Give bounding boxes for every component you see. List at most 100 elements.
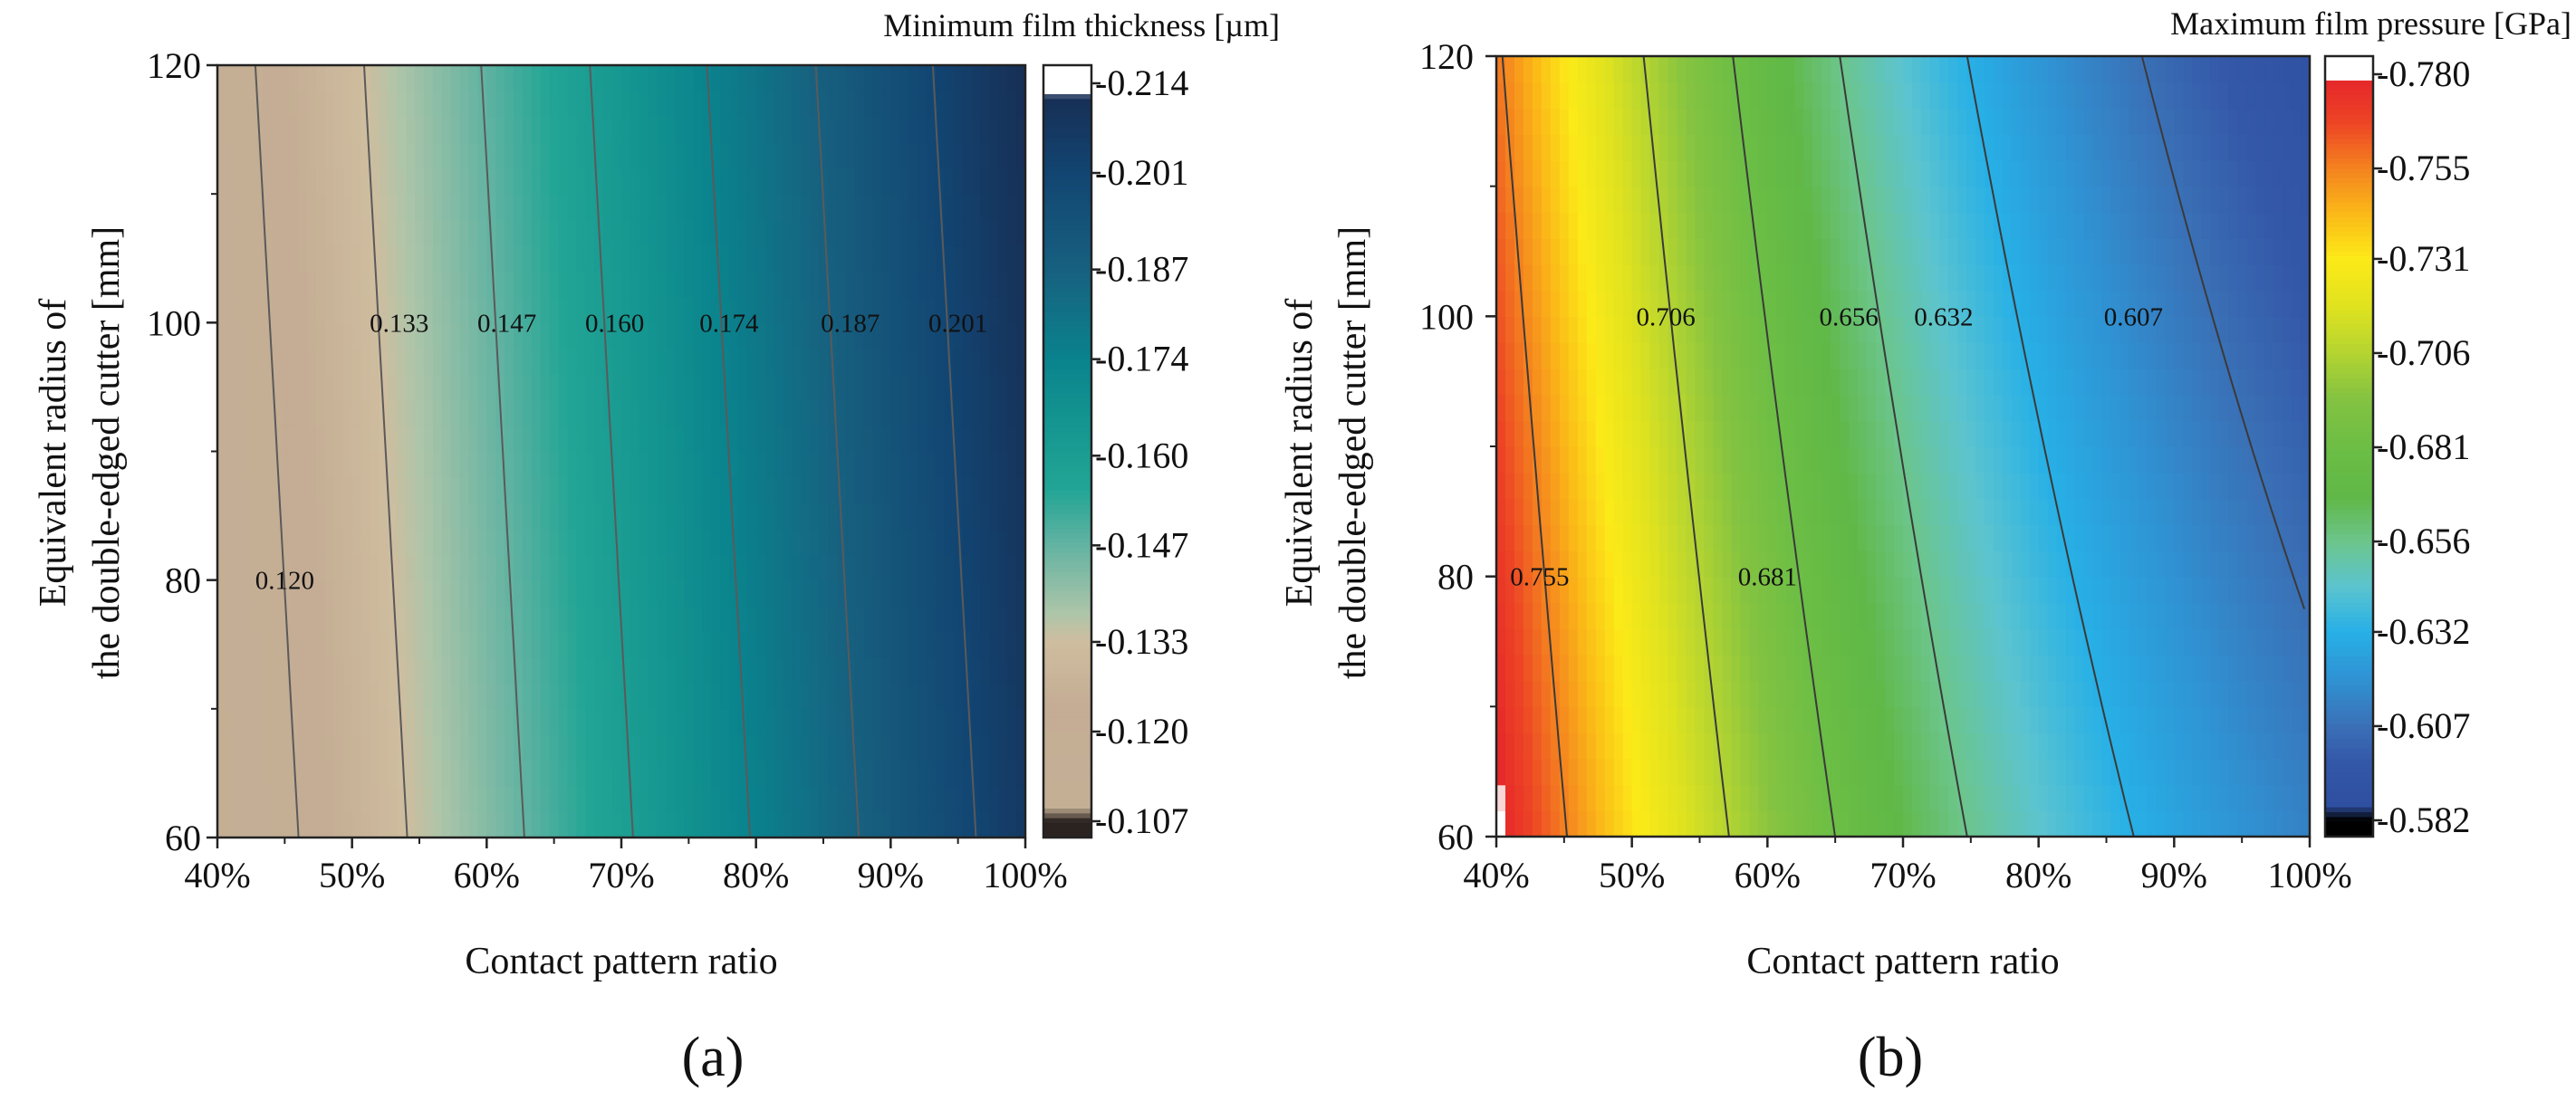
field-cell — [1858, 134, 1868, 161]
field-cell — [881, 656, 892, 685]
field-cell — [1604, 316, 1615, 343]
field-cell — [379, 786, 389, 813]
field-cell — [1975, 680, 1985, 708]
field-cell — [1758, 108, 1769, 135]
field-cell — [819, 760, 829, 787]
field-cell — [1541, 446, 1552, 474]
field-cell — [971, 322, 982, 349]
field-cell — [657, 426, 668, 453]
field-cell — [1929, 524, 1940, 551]
field-cell — [1812, 524, 1822, 551]
field-cell — [1956, 654, 1967, 682]
field-cell — [1016, 476, 1025, 504]
field-cell — [1867, 134, 1877, 161]
field-cell — [2011, 212, 2022, 239]
field-cell — [432, 503, 443, 530]
field-cell — [441, 528, 452, 556]
field-cell — [1631, 602, 1642, 629]
field-cell — [2110, 758, 2121, 786]
field-cell — [262, 528, 273, 556]
field-cell — [648, 374, 658, 401]
field-cell — [666, 786, 677, 813]
field-cell — [2020, 810, 2031, 837]
field-cell — [1849, 810, 1859, 837]
field-cell — [881, 451, 892, 478]
field-cell — [423, 91, 434, 118]
field-cell — [1966, 263, 1976, 292]
field-cell — [1840, 602, 1850, 629]
field-cell — [1920, 263, 1931, 292]
field-cell — [1776, 784, 1787, 812]
field-cell — [2101, 524, 2112, 551]
field-cell — [702, 503, 712, 530]
field-cell — [1595, 810, 1606, 837]
field-cell — [872, 168, 883, 195]
field-cell — [289, 194, 299, 221]
field-cell — [1586, 108, 1597, 135]
field-cell — [1920, 498, 1931, 525]
field-cell — [1577, 394, 1588, 422]
field-cell — [872, 399, 883, 426]
field-cell — [594, 528, 604, 556]
colorbar-band — [1043, 393, 1091, 399]
field-cell — [342, 399, 353, 426]
field-cell — [1713, 263, 1724, 292]
field-cell — [1867, 680, 1877, 708]
field-cell — [307, 271, 317, 298]
field-cell — [235, 683, 245, 710]
field-cell — [827, 451, 838, 478]
field-cell — [737, 606, 748, 633]
field-cell — [217, 579, 227, 607]
field-cell — [1975, 108, 1985, 135]
field-cell — [648, 734, 658, 761]
field-cell — [316, 503, 326, 530]
field-cell — [1858, 186, 1868, 214]
field-cell — [1550, 81, 1561, 110]
field-cell — [737, 656, 748, 685]
field-cell — [1677, 680, 1687, 708]
field-cell — [1840, 420, 1850, 447]
field-cell — [379, 656, 389, 685]
field-cell — [2002, 342, 2013, 369]
field-cell — [244, 296, 255, 324]
field-cell — [342, 554, 353, 581]
field-cell — [1929, 602, 1940, 629]
field-cell — [324, 606, 335, 633]
field-cell — [1803, 576, 1814, 604]
field-cell — [316, 271, 326, 298]
field-cell — [244, 656, 255, 685]
field-cell — [1523, 446, 1533, 474]
field-cell — [908, 219, 918, 246]
field-cell — [648, 91, 658, 118]
field-cell — [1794, 576, 1805, 604]
field-cell — [1966, 81, 1976, 110]
colorbar-band — [1043, 157, 1091, 163]
field-cell — [684, 554, 695, 581]
field-cell — [603, 811, 613, 838]
field-cell — [774, 503, 784, 530]
field-cell — [980, 476, 991, 504]
field-cell — [307, 734, 317, 761]
field-cell — [540, 194, 551, 221]
field-cell — [2029, 263, 2040, 292]
field-cell — [1604, 420, 1615, 447]
field-cell — [351, 426, 362, 453]
field-cell — [1496, 56, 1506, 83]
field-cell — [1722, 654, 1733, 682]
field-cell — [908, 760, 918, 787]
field-cell — [2011, 368, 2022, 396]
field-cell — [962, 708, 973, 736]
field-cell — [1504, 212, 1515, 239]
field-cell — [549, 528, 560, 556]
field-cell — [1767, 758, 1778, 786]
field-cell — [406, 322, 416, 349]
field-cell — [333, 271, 344, 298]
field-cell — [953, 656, 964, 685]
field-cell — [1550, 602, 1561, 629]
field-cell — [388, 528, 399, 556]
field-cell — [1677, 576, 1687, 604]
field-cell — [1749, 186, 1760, 214]
field-cell — [630, 322, 640, 349]
field-cell — [1929, 134, 1940, 161]
field-cell — [298, 426, 308, 453]
